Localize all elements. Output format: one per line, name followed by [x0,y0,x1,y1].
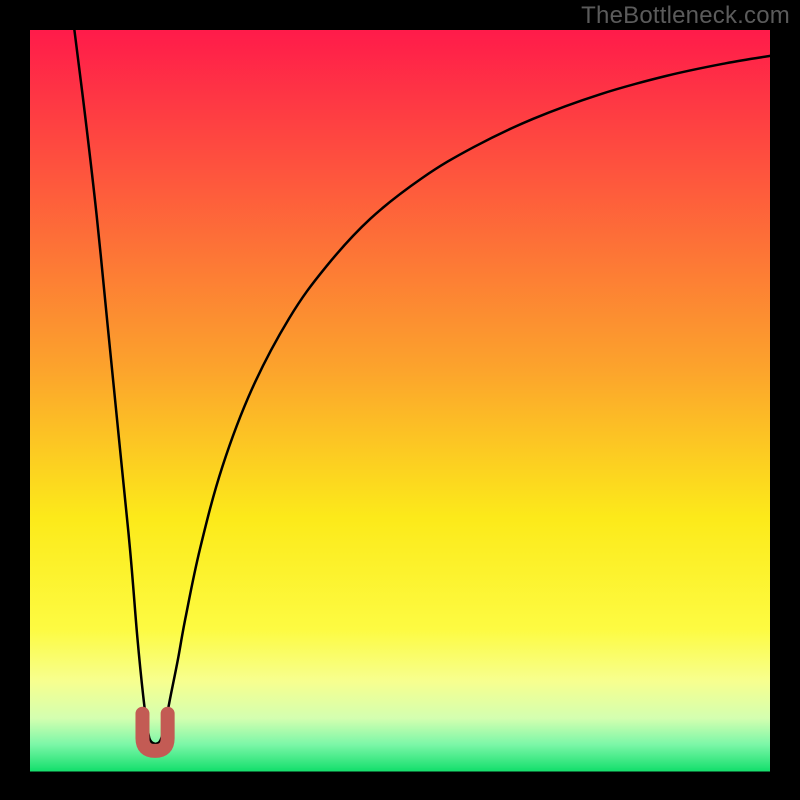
bottleneck-chart [0,0,800,800]
chart-container: TheBottleneck.com [0,0,800,800]
watermark-text: TheBottleneck.com [581,2,790,30]
